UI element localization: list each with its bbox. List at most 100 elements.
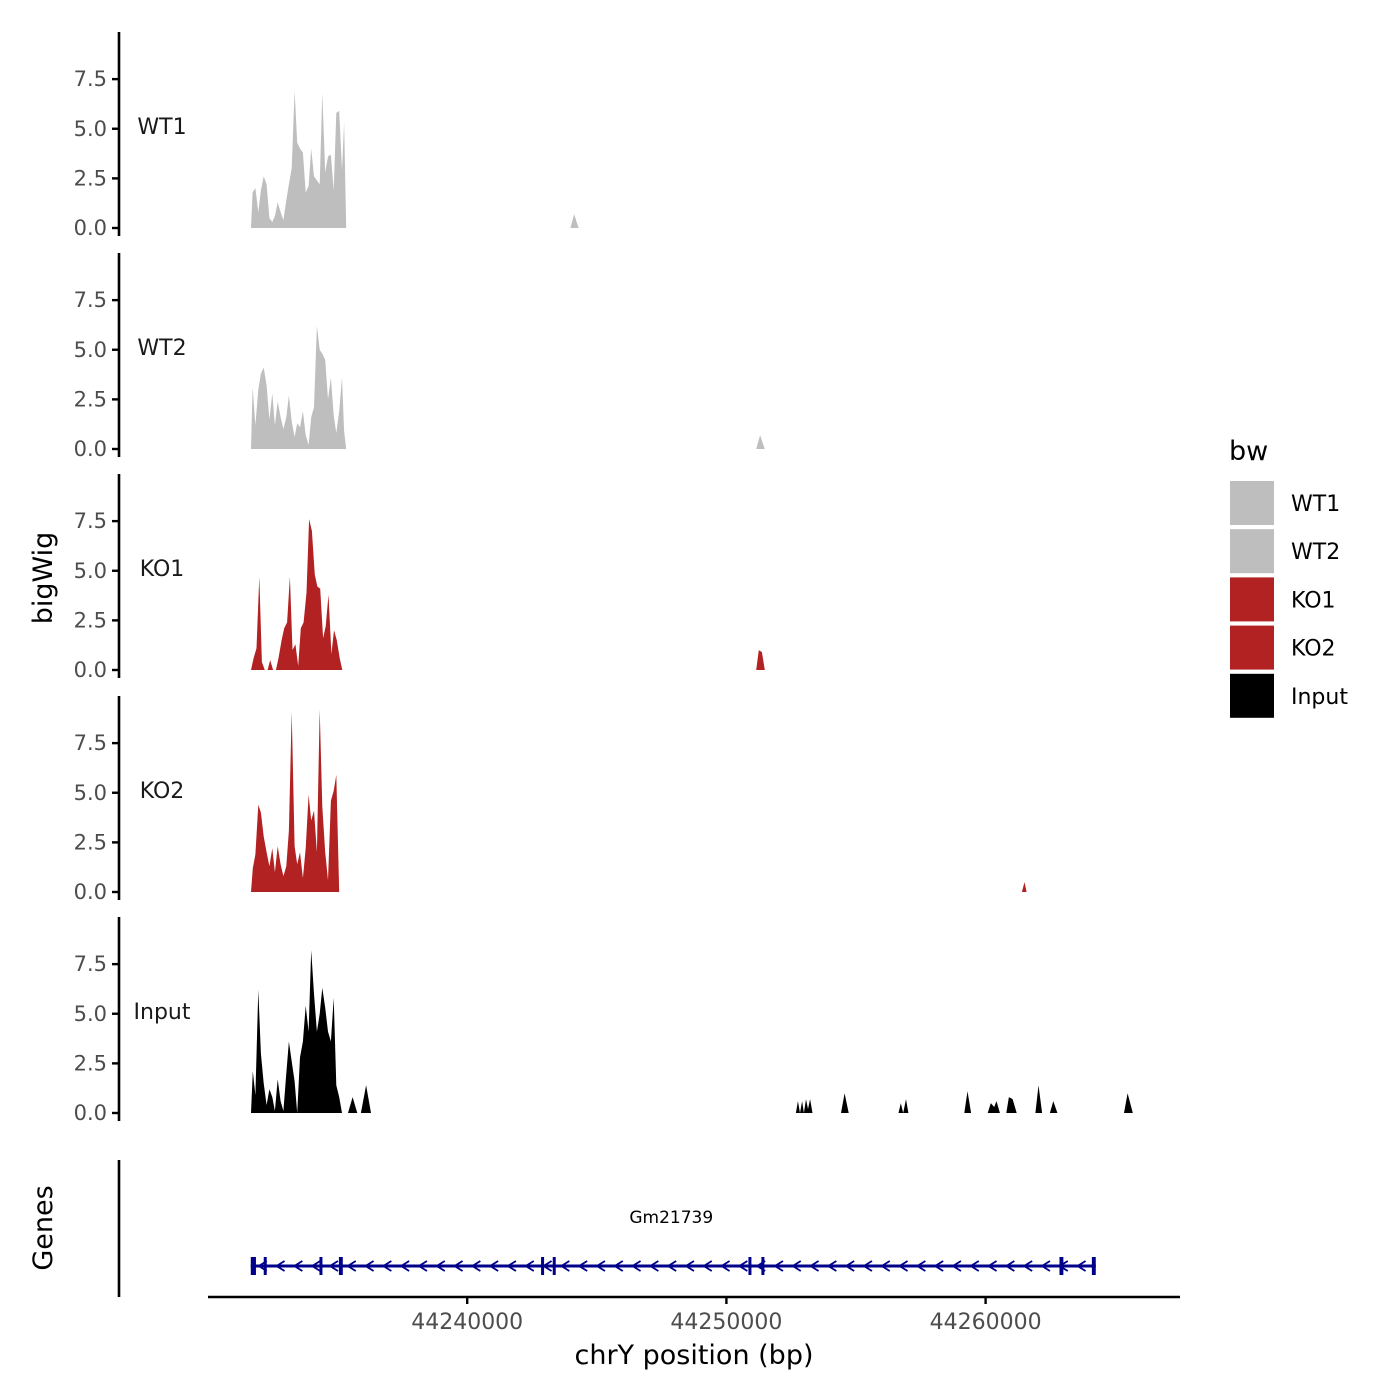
y-tick-label: 7.5 bbox=[74, 952, 107, 976]
y-tick-label: 2.5 bbox=[74, 608, 107, 632]
x-tick-label: 44250000 bbox=[670, 1310, 782, 1335]
legend-key bbox=[1230, 481, 1274, 525]
strand-arrow bbox=[559, 1260, 570, 1272]
legend-item-ko1: KO1 bbox=[1230, 577, 1336, 622]
strand-arrow bbox=[577, 1260, 588, 1272]
strand-arrow bbox=[844, 1260, 855, 1272]
gene-exon bbox=[250, 1257, 256, 1275]
coverage-area-input bbox=[251, 950, 1133, 1113]
strand-arrow bbox=[808, 1260, 820, 1272]
genes-axis-title: Genes bbox=[28, 1185, 59, 1270]
strand-arrow bbox=[381, 1260, 392, 1272]
legend-key bbox=[1230, 577, 1274, 622]
legend-item-ko2: KO2 bbox=[1230, 625, 1336, 670]
strand-arrow bbox=[986, 1260, 998, 1272]
strand-arrow bbox=[791, 1260, 802, 1272]
strand-arrow bbox=[880, 1260, 891, 1272]
strand-arrow bbox=[363, 1260, 375, 1272]
strand-arrow bbox=[915, 1260, 926, 1272]
strand-arrow bbox=[1040, 1260, 1051, 1272]
strand-arrow bbox=[310, 1260, 321, 1272]
track-label-wt2: WT2 bbox=[137, 336, 186, 361]
legend-label: KO1 bbox=[1291, 588, 1336, 613]
gene-exon bbox=[1059, 1257, 1064, 1275]
gene-exon bbox=[1091, 1257, 1096, 1275]
gene-exon bbox=[338, 1257, 343, 1275]
y-tick-label: 7.5 bbox=[74, 731, 107, 755]
gene-exon bbox=[263, 1257, 267, 1275]
strand-arrow bbox=[1075, 1260, 1087, 1272]
legend-title: bw bbox=[1229, 436, 1268, 467]
strand-arrow bbox=[666, 1260, 677, 1272]
gene-gm21739: Gm21739 bbox=[250, 1208, 1096, 1275]
strand-arrow bbox=[719, 1260, 731, 1272]
x-tick-label: 44260000 bbox=[930, 1310, 1042, 1335]
y-tick-label: 7.5 bbox=[74, 288, 107, 312]
legend-key bbox=[1230, 673, 1274, 718]
track-ko1: 0.0 2.5 5.0 7.5 KO1 bbox=[74, 474, 765, 682]
legend-key bbox=[1230, 529, 1274, 574]
x-axis: 44240000 44250000 44260000 bbox=[208, 1295, 1180, 1335]
legend-item-wt2: WT2 bbox=[1230, 529, 1340, 574]
strand-arrow bbox=[826, 1260, 837, 1272]
strand-arrow bbox=[328, 1260, 339, 1272]
tracks-layer: 0.0 2.5 5.0 7.5 WT1 0.0 2.5 5.0 7.5 WT2 0.0 2.5 5.0 7… bbox=[74, 32, 1133, 1125]
legend-item-input: Input bbox=[1230, 673, 1348, 718]
coverage-area-ko2 bbox=[251, 709, 1027, 892]
track-input: 0.0 2.5 5.0 7.5 Input bbox=[74, 917, 1133, 1125]
strand-arrow bbox=[969, 1260, 980, 1272]
y-tick-label: 5.0 bbox=[74, 117, 107, 141]
y-tick-label: 0.0 bbox=[74, 216, 107, 240]
strand-arrow bbox=[702, 1260, 713, 1272]
y-tick-label: 5.0 bbox=[74, 338, 107, 362]
strand-arrow bbox=[684, 1260, 695, 1272]
legend-label: WT1 bbox=[1291, 492, 1340, 517]
strand-arrow bbox=[630, 1260, 642, 1272]
legend-label: WT2 bbox=[1291, 540, 1340, 565]
y-tick-label: 2.5 bbox=[74, 166, 107, 190]
strand-arrow bbox=[613, 1260, 624, 1272]
y-tick-label: 7.5 bbox=[74, 67, 107, 91]
gene-exon bbox=[541, 1257, 545, 1275]
y-tick-label: 0.0 bbox=[74, 658, 107, 682]
y-tick-label: 0.0 bbox=[74, 1101, 107, 1125]
strand-arrow bbox=[933, 1260, 944, 1272]
track-label-ko2: KO2 bbox=[140, 779, 185, 804]
strand-arrow bbox=[292, 1260, 303, 1272]
strand-arrow bbox=[452, 1260, 464, 1272]
legend-key bbox=[1230, 625, 1274, 670]
strand-arrow bbox=[399, 1260, 410, 1272]
x-axis-title: chrY position (bp) bbox=[574, 1340, 813, 1371]
gene-exon bbox=[748, 1257, 752, 1275]
y-tick-label: 2.5 bbox=[74, 830, 107, 854]
y-tick-label: 2.5 bbox=[74, 1051, 107, 1075]
coverage-area-ko1 bbox=[251, 519, 765, 670]
y-tick-label: 2.5 bbox=[74, 387, 107, 411]
y-tick-label: 7.5 bbox=[74, 509, 107, 533]
strand-arrow bbox=[346, 1260, 357, 1272]
strand-arrow bbox=[488, 1260, 499, 1272]
gene-exon bbox=[319, 1257, 323, 1275]
strand-arrow bbox=[595, 1260, 606, 1272]
strand-arrow bbox=[274, 1260, 286, 1272]
gene-exon bbox=[761, 1257, 765, 1275]
strand-arrow bbox=[506, 1260, 517, 1272]
legend-items: WT1 WT2 KO1 KO2 Input bbox=[1230, 481, 1348, 718]
strand-arrow bbox=[951, 1260, 962, 1272]
y-tick-label: 5.0 bbox=[74, 559, 107, 583]
y-tick-label: 0.0 bbox=[74, 880, 107, 904]
strand-arrow bbox=[417, 1260, 428, 1272]
track-label-input: Input bbox=[134, 1000, 191, 1025]
y-axis-title: bigWig bbox=[28, 532, 59, 625]
track-label-wt1: WT1 bbox=[137, 115, 186, 140]
strand-arrow bbox=[897, 1260, 909, 1272]
genes-panel: Gm21739 bbox=[117, 1160, 1096, 1297]
track-label-ko1: KO1 bbox=[140, 557, 185, 582]
strand-arrow bbox=[737, 1260, 748, 1272]
track-wt1: 0.0 2.5 5.0 7.5 WT1 bbox=[74, 32, 579, 240]
y-tick-label: 5.0 bbox=[74, 781, 107, 805]
strand-arrow bbox=[648, 1260, 659, 1272]
coverage-area-wt1 bbox=[251, 91, 579, 228]
legend-label: Input bbox=[1291, 685, 1348, 710]
